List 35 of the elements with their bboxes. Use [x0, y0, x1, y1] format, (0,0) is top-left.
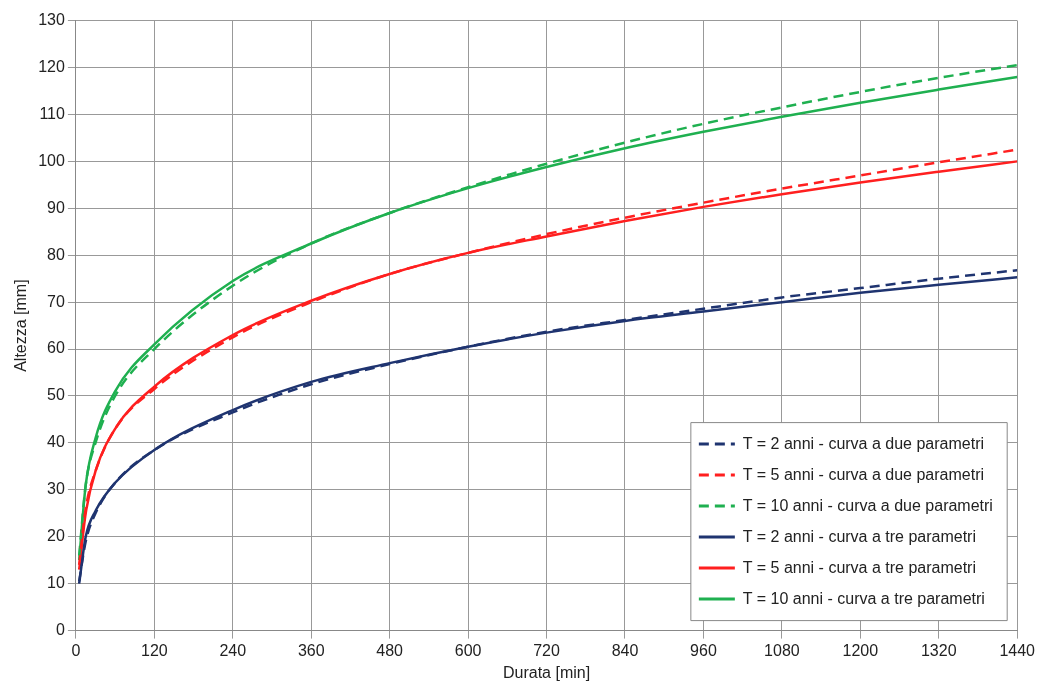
- y-tick-label: 40: [47, 433, 65, 451]
- x-tick-label: 1200: [842, 641, 879, 659]
- y-tick-label: 90: [47, 198, 65, 216]
- x-tick-label: 840: [611, 641, 639, 659]
- legend-label: T = 5 anni - curva a due parametri: [742, 465, 985, 483]
- x-tick-label: 960: [690, 641, 717, 659]
- x-tick-label: 1440: [999, 641, 1036, 659]
- x-tick-label: 480: [376, 641, 404, 659]
- legend-label: T = 10 anni - curva a tre parametri: [742, 589, 985, 607]
- y-tick-label: 70: [47, 292, 65, 310]
- x-tick-label: 120: [140, 641, 168, 659]
- x-tick-label: 360: [297, 641, 325, 659]
- y-tick-label: 60: [47, 339, 65, 357]
- y-tick-label: 130: [38, 11, 65, 29]
- x-tick-label: 1320: [920, 641, 957, 659]
- x-tick-label: 0: [71, 641, 81, 659]
- x-tick-label: 1080: [764, 641, 800, 659]
- y-tick-label: 10: [47, 574, 65, 592]
- y-axis-title: Altezza [mm]: [12, 279, 30, 372]
- x-tick-label: 240: [219, 641, 247, 659]
- legend-label: T = 2 anni - curva a due parametri: [742, 434, 985, 452]
- legend-label: T = 2 anni - curva a tre parametri: [742, 527, 976, 545]
- legend-label: T = 5 anni - curva a tre parametri: [742, 558, 976, 576]
- y-tick-label: 50: [47, 386, 65, 404]
- y-tick-label: 0: [55, 621, 65, 639]
- legend-label: T = 10 anni - curva a due parametri: [742, 496, 993, 514]
- y-tick-label: 20: [47, 527, 65, 545]
- y-tick-label: 100: [38, 151, 65, 169]
- y-tick-label: 80: [47, 245, 65, 263]
- y-tick-label: 110: [39, 104, 65, 122]
- x-tick-label: 720: [533, 641, 560, 659]
- x-axis-title: Durata [min]: [502, 663, 591, 681]
- y-tick-label: 30: [47, 480, 65, 498]
- y-tick-label: 120: [38, 57, 65, 75]
- x-tick-label: 600: [454, 641, 482, 659]
